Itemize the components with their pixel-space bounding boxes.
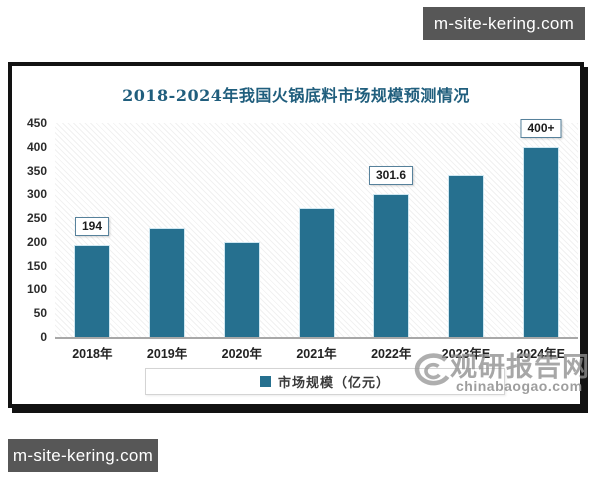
bar-2019年: [149, 228, 185, 337]
brand-swirl-icon: [414, 353, 450, 386]
watermark-bottom-left: m-site-kering.com: [8, 439, 158, 472]
x-tick-label: 2022年: [371, 347, 412, 361]
y-tick-label: 250: [26, 211, 47, 226]
plot-area: 194 301.6 400+: [55, 119, 578, 339]
brand-name: 观研报告网: [450, 352, 590, 383]
y-tick-label: 200: [26, 234, 47, 249]
bar-2018年: [74, 245, 110, 337]
bar-2022年: [373, 194, 409, 337]
x-tick-label: 2018年: [72, 347, 113, 361]
x-tick-label: 2023年E: [441, 347, 491, 361]
legend-swatch-icon: [259, 376, 271, 387]
y-tick-label: 100: [26, 282, 47, 297]
x-tick-label: 2021年: [296, 347, 337, 361]
x-axis: 2018年 2019年 2020年 2021年 2022年 2023年E 2024年E: [55, 343, 578, 361]
bar-2023年E: [448, 175, 484, 337]
legend-label: 市场规模（亿元）: [277, 375, 390, 390]
bar-data-label: 400+: [520, 119, 562, 138]
x-tick-label: 2020年: [221, 347, 262, 361]
chart-frame: 2018-2024年我国火锅底料市场规模预测情况 450 400 350 300 250…: [8, 62, 584, 408]
y-tick-label: 300: [26, 187, 47, 202]
chart-canvas: 2018-2024年我国火锅底料市场规模预测情况 450 400 350 300 250…: [12, 66, 580, 404]
bar-2024年E: [523, 147, 559, 337]
y-tick-label: 450: [26, 116, 47, 130]
watermark-top-right: m-site-kering.com: [423, 7, 585, 40]
bar-data-label: 301.6: [368, 166, 414, 185]
y-axis: 450 400 350 300 250 200 150 100 50 0: [12, 116, 49, 344]
bar-2020年: [224, 242, 260, 337]
bar-data-label: 194: [74, 217, 110, 236]
y-tick-label: 150: [26, 258, 47, 273]
bar-2021年: [299, 208, 335, 337]
y-tick-label: 350: [26, 163, 47, 178]
y-tick-label: 50: [33, 306, 47, 321]
x-tick-label: 2019年: [146, 347, 188, 361]
brand-site: chinabaogao.com: [456, 378, 583, 394]
x-tick-label: 2024年E: [516, 347, 565, 361]
brand-watermark: 观研报告网 chinabaogao.com: [410, 345, 592, 403]
y-tick-label: 0: [40, 330, 47, 344]
chart-title: 2018-2024年我国火锅底料市场规模预测情况: [122, 86, 470, 105]
y-tick-label: 400: [26, 139, 47, 154]
